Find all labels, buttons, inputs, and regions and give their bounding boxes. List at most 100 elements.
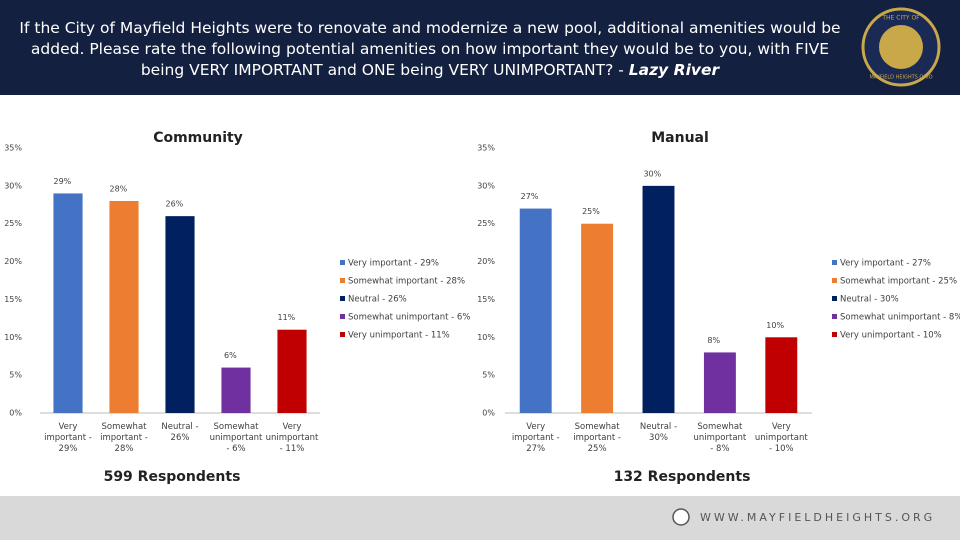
respondents: 132 Respondents xyxy=(614,469,751,485)
x-tick-line: 28% xyxy=(115,444,134,454)
x-tick-line: important - xyxy=(512,433,560,443)
legend-swatch xyxy=(340,332,345,337)
legend-label: Somewhat important - 28% xyxy=(348,277,465,287)
legend-label: Somewhat unimportant - 8% xyxy=(840,313,960,323)
x-tick-line: unimportant xyxy=(266,433,319,443)
x-tick-line: Very xyxy=(59,422,78,432)
y-tick-label: 0% xyxy=(482,409,495,418)
value-label: 10% xyxy=(766,321,784,330)
x-tick-line: - 6% xyxy=(226,444,245,454)
footer xyxy=(0,496,960,540)
chart-title: Manual xyxy=(651,130,709,146)
y-tick-label: 5% xyxy=(9,371,22,380)
ball-icon xyxy=(672,508,690,526)
x-tick-label: Somewhat important -25% xyxy=(573,422,621,454)
x-tick-label: Neutral -30% xyxy=(640,422,677,443)
bar xyxy=(53,193,83,413)
bar xyxy=(109,201,139,413)
x-tick-label: Neutral -26% xyxy=(161,422,198,443)
x-tick-line: Somewhat xyxy=(575,422,621,432)
x-tick-line: important - xyxy=(44,433,92,443)
bar xyxy=(703,352,736,413)
x-tick-label: Somewhat unimportant - 8% xyxy=(694,422,747,454)
y-tick-label: 15% xyxy=(4,295,22,304)
legend-label: Neutral - 30% xyxy=(840,295,899,305)
logo-top: THE CITY OF xyxy=(881,15,920,22)
bar xyxy=(765,337,798,413)
logo-bottom: MAYFIELD HEIGHTS OHIO xyxy=(869,75,932,81)
amenity: Lazy River xyxy=(628,61,720,79)
x-tick-line: Somewhat xyxy=(102,422,148,432)
y-tick-label: 10% xyxy=(477,333,495,342)
x-tick-line: - 11% xyxy=(280,444,305,454)
value-label: 27% xyxy=(521,192,539,201)
header-title: If the City of Mayfield Heights were to … xyxy=(10,18,850,81)
value-label: 11% xyxy=(278,313,296,322)
bar xyxy=(277,329,307,413)
x-tick-label: Somewhat unimportant - 6% xyxy=(210,422,263,454)
y-tick-label: 15% xyxy=(477,295,495,304)
legend-label: Very unimportant - 11% xyxy=(348,331,450,341)
x-tick-line: Very xyxy=(526,422,545,432)
x-tick-line: 29% xyxy=(59,444,78,454)
legend-label: Very important - 27% xyxy=(840,259,931,269)
legend-label: Neutral - 26% xyxy=(348,295,407,305)
bar xyxy=(165,216,195,413)
legend-swatch xyxy=(340,278,345,283)
value-label: 6% xyxy=(224,351,237,360)
x-tick-line: 26% xyxy=(171,433,190,443)
bar xyxy=(581,223,614,413)
x-tick-line: important - xyxy=(100,433,148,443)
y-tick-label: 25% xyxy=(477,219,495,228)
x-tick-line: - 10% xyxy=(769,444,794,454)
x-tick-label: Very important -27% xyxy=(512,422,560,454)
bar xyxy=(642,185,675,413)
footer-url: WWW.MAYFIELDHEIGHTS.ORG xyxy=(700,511,935,524)
value-label: 26% xyxy=(166,200,184,209)
question: If the City of Mayfield Heights were to … xyxy=(19,19,841,79)
x-tick-line: 30% xyxy=(649,433,668,443)
x-tick-line: Somewhat xyxy=(214,422,260,432)
legend-swatch xyxy=(832,278,837,283)
value-label: 28% xyxy=(110,185,128,194)
x-tick-line: 27% xyxy=(526,444,545,454)
header: If the City of Mayfield Heights were to … xyxy=(0,0,960,95)
x-tick-line: unimportant xyxy=(694,433,747,443)
x-tick-line: Very xyxy=(772,422,791,432)
legend-label: Very unimportant - 10% xyxy=(840,331,942,341)
x-tick-label: Somewhat important -28% xyxy=(100,422,148,454)
value-label: 8% xyxy=(707,336,720,345)
logo: THE CITY OF MAYFIELD HEIGHTS OHIO xyxy=(861,7,941,87)
legend-label: Somewhat important - 25% xyxy=(840,277,957,287)
respondents: 599 Respondents xyxy=(104,469,241,485)
x-tick-label: Very important -29% xyxy=(44,422,92,454)
y-tick-label: 35% xyxy=(4,144,22,153)
x-tick-line: Somewhat xyxy=(697,422,743,432)
x-tick-line: Neutral - xyxy=(640,422,677,432)
x-tick-line: - 8% xyxy=(710,444,729,454)
y-tick-label: 30% xyxy=(4,181,22,190)
value-label: 30% xyxy=(643,169,661,178)
y-tick-label: 30% xyxy=(477,181,495,190)
y-tick-label: 10% xyxy=(4,333,22,342)
x-tick-line: 25% xyxy=(588,444,607,454)
legend-swatch xyxy=(832,332,837,337)
y-tick-label: 20% xyxy=(477,257,495,266)
value-label: 25% xyxy=(582,207,600,216)
legend-swatch xyxy=(832,314,837,319)
legend-label: Very important - 29% xyxy=(348,259,439,269)
legend-swatch xyxy=(832,260,837,265)
x-tick-line: Neutral - xyxy=(161,422,198,432)
y-tick-label: 25% xyxy=(4,219,22,228)
legend-swatch xyxy=(340,260,345,265)
y-tick-label: 0% xyxy=(9,409,22,418)
value-label: 29% xyxy=(54,177,72,186)
seal-center xyxy=(879,25,923,69)
legend-swatch xyxy=(340,296,345,301)
chart-title: Community xyxy=(153,130,243,146)
x-tick-line: important - xyxy=(573,433,621,443)
x-tick-line: unimportant xyxy=(210,433,263,443)
bar xyxy=(519,208,552,413)
